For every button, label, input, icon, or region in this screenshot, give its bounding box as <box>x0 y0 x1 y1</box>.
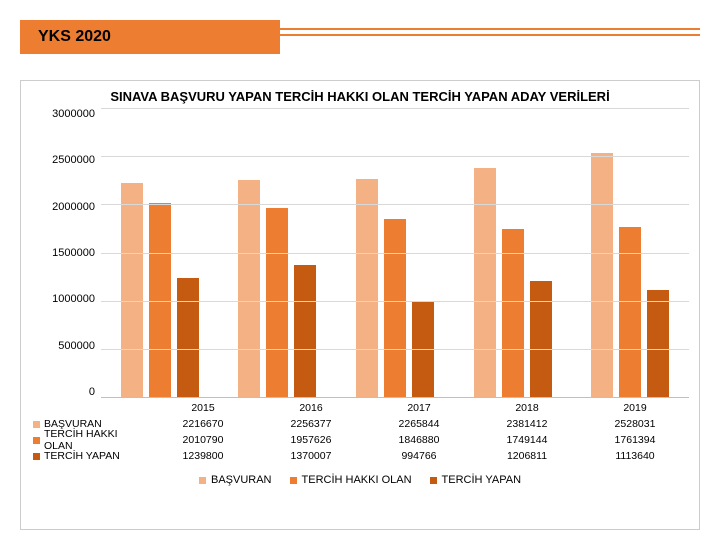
table-cell: 1846880 <box>365 432 473 448</box>
table-cell: 2265844 <box>365 416 473 432</box>
y-tick-label: 3000000 <box>52 108 95 120</box>
legend-swatch-icon <box>290 477 297 484</box>
bar <box>384 219 406 397</box>
table-row-labels: BAŞVURANTERCİH HAKKI OLANTERCİH YAPAN <box>31 400 149 464</box>
bar <box>238 180 260 397</box>
table-header-cell: 2018 <box>473 400 581 416</box>
legend-item: BAŞVURAN <box>199 474 272 486</box>
table-header-cell: 2016 <box>257 400 365 416</box>
legend-item: TERCİH HAKKI OLAN <box>290 474 412 486</box>
series-swatch-icon <box>33 453 40 460</box>
page: YKS 2020 SINAVA BAŞVURU YAPAN TERCİH HAK… <box>0 0 720 540</box>
table-cell: 1239800 <box>149 448 257 464</box>
table-column: 2016225637719576261370007 <box>257 400 365 464</box>
gridline <box>101 301 689 302</box>
table-cell: 2256377 <box>257 416 365 432</box>
table-header-cell: 2015 <box>149 400 257 416</box>
table-cell: 1749144 <box>473 432 581 448</box>
table-row-label: TERCİH HAKKI OLAN <box>31 432 149 448</box>
plot-wrap: 3000000 2500000 2000000 1500000 1000000 50000… <box>31 108 689 398</box>
data-table: BAŞVURANTERCİH HAKKI OLANTERCİH YAPAN 20… <box>31 400 689 464</box>
bar <box>266 208 288 397</box>
legend-item: TERCİH YAPAN <box>430 474 521 486</box>
gridline <box>101 253 689 254</box>
series-label: TERCİH YAPAN <box>44 450 120 462</box>
table-cell: 2381412 <box>473 416 581 432</box>
plot-area <box>101 108 689 398</box>
y-axis: 3000000 2500000 2000000 1500000 1000000 50000… <box>31 108 101 398</box>
table-column: 2019252803117613941113640 <box>581 400 689 464</box>
table-row-label: TERCİH YAPAN <box>31 448 149 464</box>
table-header-cell: 2017 <box>365 400 473 416</box>
legend: BAŞVURAN TERCİH HAKKI OLAN TERCİH YAPAN <box>31 474 689 486</box>
gridline <box>101 108 689 109</box>
bar <box>530 281 552 397</box>
bar <box>121 183 143 397</box>
table-cell: 1370007 <box>257 448 365 464</box>
table-cell: 2216670 <box>149 416 257 432</box>
legend-swatch-icon <box>430 477 437 484</box>
y-tick-label: 2000000 <box>52 201 95 213</box>
table-cell: 994766 <box>365 448 473 464</box>
header: YKS 2020 <box>0 0 720 70</box>
gridline <box>101 204 689 205</box>
bar <box>502 229 524 398</box>
y-tick-label: 1000000 <box>52 293 95 305</box>
bar <box>647 290 669 397</box>
table-cell: 2528031 <box>581 416 689 432</box>
table-column: 201722658441846880994766 <box>365 400 473 464</box>
table-column: 2015221667020107901239800 <box>149 400 257 464</box>
gridline <box>101 349 689 350</box>
series-swatch-icon <box>33 421 40 428</box>
bar <box>356 179 378 397</box>
chart-container: SINAVA BAŞVURU YAPAN TERCİH HAKKI OLAN T… <box>20 80 700 530</box>
legend-swatch-icon <box>199 477 206 484</box>
header-title-box: YKS 2020 <box>20 20 280 54</box>
table-cell: 1113640 <box>581 448 689 464</box>
chart-title: SINAVA BAŞVURU YAPAN TERCİH HAKKI OLAN T… <box>31 89 689 104</box>
table-cell: 2010790 <box>149 432 257 448</box>
table-column: 2018238141217491441206811 <box>473 400 581 464</box>
bar <box>294 265 316 397</box>
series-swatch-icon <box>33 437 40 444</box>
bar <box>591 153 613 397</box>
legend-label: TERCİH YAPAN <box>442 474 521 486</box>
table-cell: 1957626 <box>257 432 365 448</box>
y-tick-label: 500000 <box>58 340 95 352</box>
header-title: YKS 2020 <box>38 28 111 46</box>
y-tick-label: 1500000 <box>52 247 95 259</box>
legend-label: TERCİH HAKKI OLAN <box>302 474 412 486</box>
table-header-cell: 2019 <box>581 400 689 416</box>
y-tick-label: 2500000 <box>52 154 95 166</box>
bar <box>177 278 199 397</box>
legend-label: BAŞVURAN <box>211 474 272 486</box>
gridline <box>101 156 689 157</box>
table-corner <box>31 400 149 416</box>
table-cell: 1761394 <box>581 432 689 448</box>
table-cell: 1206811 <box>473 448 581 464</box>
bar <box>474 168 496 397</box>
table-columns: 2015221667020107901239800201622563771957… <box>149 400 689 464</box>
y-tick-label: 0 <box>89 386 95 398</box>
